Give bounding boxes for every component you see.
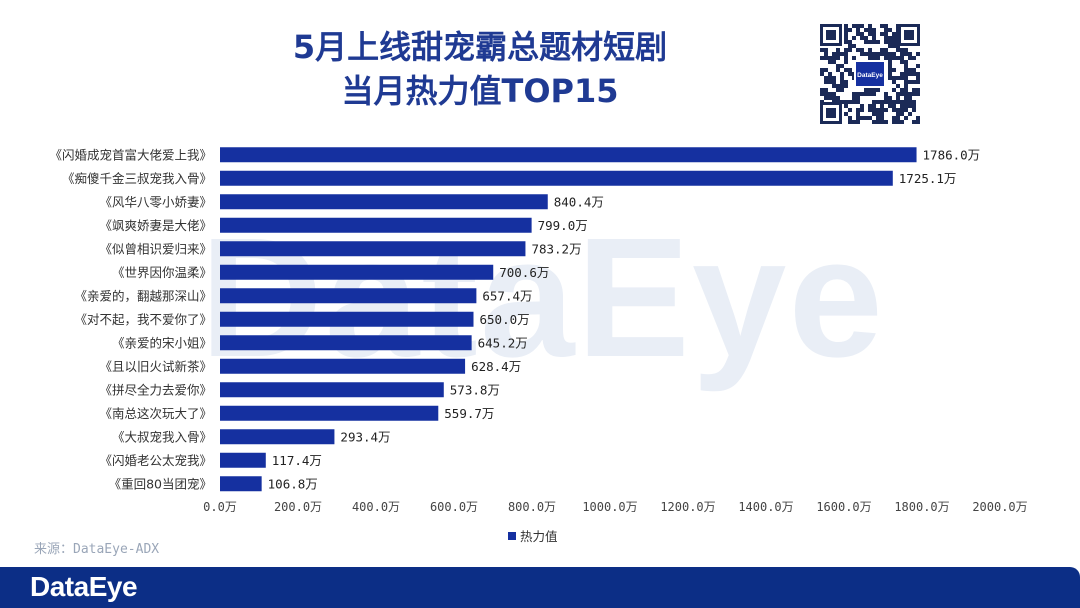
category-label: 《世界因你温柔》 <box>112 265 212 280</box>
x-tick-label: 2000.0万 <box>972 500 1027 514</box>
footer-bar: DataEye <box>0 567 1080 608</box>
source-note: 来源：DataEye-ADX <box>34 542 160 557</box>
bar-5 <box>220 241 526 257</box>
category-label: 《大叔宠我入骨》 <box>112 429 212 444</box>
bar-6 <box>220 264 494 280</box>
bar-15 <box>220 476 262 492</box>
category-label: 《拼尽全力去爱你》 <box>99 382 212 397</box>
value-label: 700.6万 <box>499 265 549 280</box>
legend-swatch <box>508 532 516 540</box>
category-label: 《亲爱的，翻越那深山》 <box>74 288 212 303</box>
category-label: 《亲爱的宋小姐》 <box>112 335 212 350</box>
category-label: 《风华八零小娇妻》 <box>99 194 212 209</box>
bar-9 <box>220 335 472 351</box>
x-tick-label: 800.0万 <box>508 500 556 514</box>
bar-7 <box>220 288 477 304</box>
bar-1 <box>220 147 917 163</box>
legend-label: 热力值 <box>520 529 558 544</box>
bar-13 <box>220 429 335 445</box>
category-label: 《闪婚老公太宠我》 <box>99 453 212 468</box>
value-label: 628.4万 <box>471 359 521 374</box>
x-tick-label: 1600.0万 <box>816 500 871 514</box>
category-label: 《痴傻千金三叔宠我入骨》 <box>62 171 212 186</box>
qr-logo-text: DataEye <box>857 72 883 79</box>
category-label: 《南总这次玩大了》 <box>99 406 212 421</box>
qr-logo <box>856 62 884 86</box>
qr-code: DataEye <box>818 22 922 126</box>
x-tick-label: 1000.0万 <box>582 500 637 514</box>
x-tick-label: 1800.0万 <box>894 500 949 514</box>
x-tick-label: 200.0万 <box>274 500 322 514</box>
footer-logo: DataEye <box>30 571 138 602</box>
x-tick-label: 1400.0万 <box>738 500 793 514</box>
value-label: 650.0万 <box>480 312 530 327</box>
value-label: 645.2万 <box>478 335 528 350</box>
value-label: 293.4万 <box>340 429 390 444</box>
bar-3 <box>220 194 548 210</box>
value-label: 573.8万 <box>450 382 500 397</box>
bar-10 <box>220 358 466 374</box>
x-tick-label: 0.0万 <box>203 500 237 514</box>
value-label: 559.7万 <box>444 406 494 421</box>
value-label: 799.0万 <box>538 218 588 233</box>
chart-title-line1: 5月上线甜宠霸总题材短剧 <box>292 28 668 66</box>
x-tick-label: 1200.0万 <box>660 500 715 514</box>
bar-4 <box>220 217 532 233</box>
bar-14 <box>220 452 266 468</box>
value-label: 1786.0万 <box>923 147 981 162</box>
category-label: 《飒爽娇妻是大佬》 <box>99 218 212 233</box>
category-label: 《对不起，我不爱你了》 <box>74 312 212 327</box>
value-label: 1725.1万 <box>899 171 957 186</box>
value-label: 106.8万 <box>268 476 318 491</box>
category-label: 《闪婚成宠首富大佬爱上我》 <box>49 147 212 162</box>
value-label: 783.2万 <box>531 241 581 256</box>
value-label: 657.4万 <box>482 288 532 303</box>
value-label: 840.4万 <box>554 194 604 209</box>
x-tick-label: 600.0万 <box>430 500 478 514</box>
x-tick-label: 400.0万 <box>352 500 400 514</box>
bar-8 <box>220 311 474 327</box>
bar-11 <box>220 382 444 398</box>
bar-chart: 《闪婚成宠首富大佬爱上我》《痴傻千金三叔宠我入骨》《风华八零小娇妻》《飒爽娇妻是… <box>49 147 1028 544</box>
category-label: 《且以旧火试新茶》 <box>99 359 212 374</box>
bar-12 <box>220 405 439 421</box>
category-label: 《重回80当团宠》 <box>109 476 212 491</box>
value-label: 117.4万 <box>272 453 322 468</box>
bar-2 <box>220 170 893 186</box>
chart-title-line2: 当月热力值TOP15 <box>341 72 619 110</box>
category-label: 《似曾相识爱归来》 <box>99 241 212 256</box>
